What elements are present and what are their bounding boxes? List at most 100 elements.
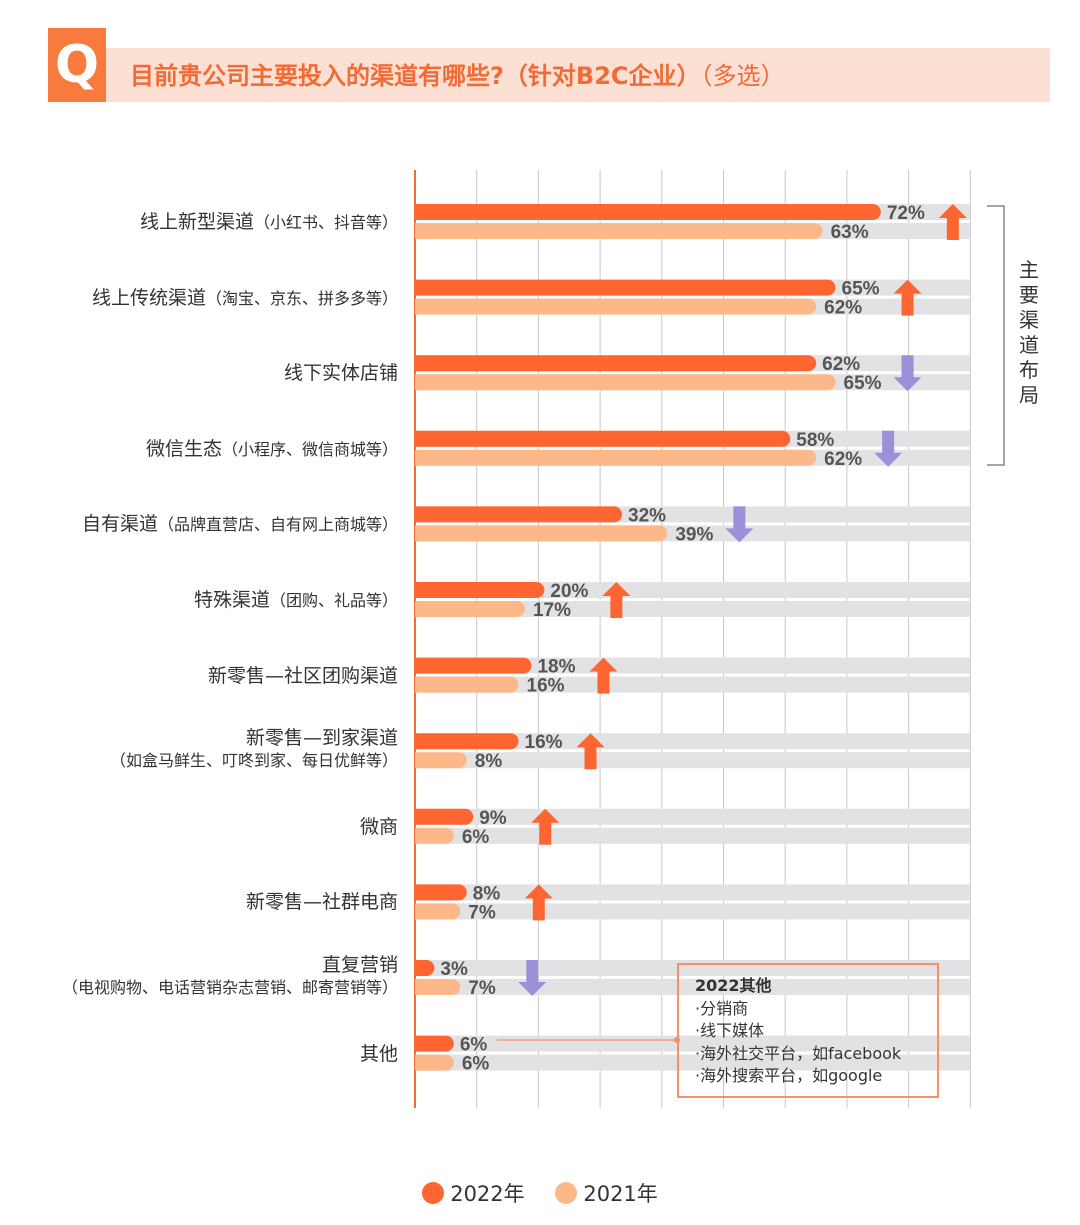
- bar-2022年: [415, 204, 881, 220]
- bar-track: [415, 582, 970, 598]
- q-icon: Q: [48, 28, 106, 102]
- bar-2021年: [415, 449, 817, 466]
- bar-2021年: [415, 601, 525, 617]
- data-label: 6%: [462, 827, 490, 848]
- category-label: 自有渠道（品牌直营店、自有网上商城等）: [82, 513, 398, 536]
- data-label: 65%: [842, 279, 880, 300]
- category-label: 线下实体店铺: [284, 362, 398, 385]
- bar-2021年: [415, 827, 454, 844]
- trend-up-arrow-icon: [602, 582, 631, 618]
- data-label: 16%: [525, 732, 563, 753]
- data-label: 62%: [824, 449, 862, 470]
- legend-swatch: [555, 1182, 578, 1204]
- legend-label: 2022年: [450, 1182, 525, 1206]
- bar-2022年: [415, 1035, 454, 1052]
- category-sub: （如盒马鲜生、叮咚到家、每日优鲜等）: [109, 751, 398, 771]
- bar-track: [415, 827, 970, 844]
- bar-2021年: [415, 903, 461, 920]
- bracket-label: 主要渠道布局: [1019, 258, 1039, 407]
- data-label: 62%: [824, 298, 862, 319]
- bar-track: [415, 752, 970, 769]
- page-title: 目前贵公司主要投入的渠道有哪些?（针对B2C企业）（多选）: [130, 56, 785, 96]
- bar-track: [415, 676, 970, 693]
- trend-down-arrow-icon: [518, 960, 547, 996]
- callout-title: 2022其他: [695, 976, 772, 995]
- data-label: 3%: [440, 959, 468, 980]
- legend: 2022年 2021年: [0, 1178, 1080, 1209]
- bar-2022年: [415, 960, 435, 976]
- title-suffix: （多选）: [700, 62, 785, 90]
- category-main: 线上传统渠道: [91, 286, 206, 309]
- data-label: 16%: [527, 676, 565, 697]
- data-label: 8%: [475, 751, 503, 772]
- bar-track: [415, 1054, 970, 1071]
- category-main: 其他: [359, 1042, 398, 1065]
- category-main: 线下实体店铺: [283, 362, 398, 385]
- trend-up-arrow-icon: [589, 657, 618, 694]
- data-label: 9%: [479, 808, 507, 829]
- category-sub: （小红书、抖音等）: [253, 213, 398, 232]
- bar-2022年: [415, 506, 623, 523]
- bar-2021年: [415, 374, 836, 391]
- trend-down-arrow-icon: [893, 355, 922, 392]
- data-label: 7%: [468, 978, 496, 999]
- trend-down-arrow-icon: [725, 506, 754, 543]
- title-bar: [106, 48, 1050, 102]
- callout-item: ·线下媒体: [695, 1021, 765, 1040]
- category-main: 直复营销: [321, 954, 398, 976]
- data-label: 62%: [822, 354, 860, 375]
- bar-track: [415, 733, 970, 750]
- bar-2021年: [415, 298, 817, 315]
- category-main: 新零售—社区团购渠道: [207, 664, 398, 687]
- callout-item: ·分销商: [695, 998, 749, 1018]
- bracket: [987, 205, 1005, 466]
- legend-item-2022: 2022年: [422, 1178, 525, 1208]
- bar-2021年: [415, 525, 668, 542]
- legend-label: 2021年: [583, 1182, 658, 1206]
- category-main: 特殊渠道: [193, 589, 270, 611]
- category-sub: （电视购物、电话营销杂志营销、邮寄营销等）: [61, 978, 398, 997]
- bar-track: [415, 657, 970, 674]
- bar-2021年: [415, 1054, 454, 1071]
- data-label: 6%: [460, 1035, 488, 1056]
- bar-2021年: [415, 979, 461, 995]
- bar-track: [415, 601, 970, 617]
- category-label: 线上新型渠道（小红书、抖音等）: [140, 211, 398, 234]
- bar-2022年: [415, 355, 817, 372]
- data-label: 39%: [675, 524, 713, 545]
- data-label: 32%: [628, 505, 666, 526]
- bar-2022年: [415, 582, 545, 598]
- bar-2021年: [415, 752, 467, 769]
- category-label: 新零售—到家渠道 （如盒马鲜生、叮咚到家、每日优鲜等）: [110, 727, 398, 772]
- bar-2022年: [415, 808, 474, 825]
- bar-2022年: [415, 279, 836, 296]
- category-label: 其他: [360, 1043, 398, 1066]
- bar-2022年: [415, 733, 519, 750]
- category-label: 线上传统渠道（淘宝、京东、拼多多等）: [92, 287, 398, 310]
- trend-up-arrow-icon: [893, 279, 922, 316]
- data-label: 17%: [533, 600, 571, 621]
- data-label: 72%: [887, 203, 925, 224]
- category-main: 微信生态: [145, 437, 222, 460]
- data-label: 18%: [537, 657, 575, 678]
- legend-swatch: [422, 1182, 445, 1204]
- trend-up-arrow-icon: [938, 204, 967, 240]
- category-label: 直复营销 （电视购物、电话营销杂志营销、邮寄营销等）: [62, 954, 398, 999]
- category-main: 自有渠道: [81, 513, 158, 536]
- trend-up-arrow-icon: [531, 808, 560, 845]
- category-sub: （团购、礼品等）: [269, 591, 398, 610]
- category-label: 微商: [360, 816, 398, 839]
- trend-down-arrow-icon: [874, 430, 903, 467]
- bar-2022年: [415, 884, 467, 901]
- callout-item: ·海外社交平台，如facebook: [695, 1043, 902, 1063]
- data-label: 20%: [550, 581, 588, 602]
- data-label: 8%: [473, 883, 501, 904]
- data-label: 58%: [796, 430, 834, 451]
- title-text: 目前贵公司主要投入的渠道有哪些?（针对B2C企业）: [130, 62, 701, 90]
- bar-track: [415, 884, 970, 901]
- category-sub: （小程序、微信商城等）: [221, 439, 398, 459]
- bar-2022年: [415, 657, 532, 674]
- bar-2021年: [415, 676, 519, 693]
